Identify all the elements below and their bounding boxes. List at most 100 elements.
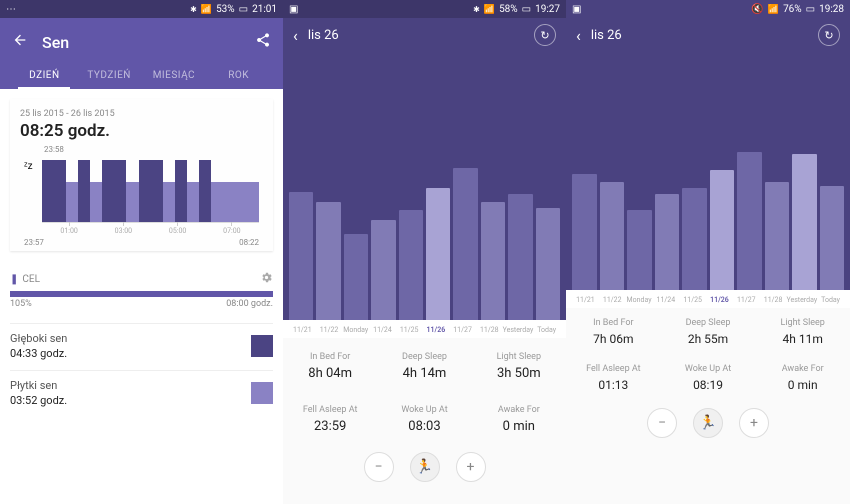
day-bar[interactable] <box>600 182 625 290</box>
week-chart[interactable] <box>566 52 850 290</box>
cell-value: 8h 04m <box>285 366 375 381</box>
back-icon[interactable] <box>12 32 28 52</box>
day-bar[interactable] <box>682 188 707 290</box>
axis-day[interactable]: 11/28 <box>476 326 503 334</box>
cell-value: 4h 14m <box>379 366 469 381</box>
ribbon-icon: ❚ <box>10 274 18 285</box>
stat-grid: In Bed For8h 04mDeep Sleep4h 14mLight Sl… <box>283 338 566 504</box>
action-buttons: − 🏃 + <box>566 400 850 448</box>
axis-day[interactable]: 11/27 <box>449 326 476 334</box>
cell-label: Light Sleep <box>474 352 564 362</box>
app-header: ‹ lis 26 ↻ <box>283 18 566 52</box>
sleep-bar <box>211 182 223 222</box>
minus-button[interactable]: − <box>647 408 677 438</box>
day-bar[interactable] <box>508 194 532 320</box>
day-bar[interactable] <box>344 234 368 320</box>
day-bar[interactable] <box>399 210 423 320</box>
tab-tydzień[interactable]: TYDZIEŃ <box>77 62 142 89</box>
day-bar[interactable] <box>765 182 790 290</box>
minus-button[interactable]: − <box>364 452 394 482</box>
day-bar[interactable] <box>710 170 735 290</box>
sleep-bar <box>187 182 199 222</box>
axis-day[interactable]: 11/26 <box>423 326 450 334</box>
axis-day[interactable]: 11/27 <box>733 296 760 304</box>
stat-grid: In Bed For7h 06mDeep Sleep2h 55mLight Sl… <box>566 308 850 504</box>
axis-day[interactable]: 11/22 <box>316 326 343 334</box>
stat-cell: Light Sleep4h 11m <box>755 308 850 354</box>
chart-right-label: 08:22 <box>239 238 259 247</box>
plus-button[interactable]: + <box>456 452 486 482</box>
cell-value: 23:59 <box>285 419 375 434</box>
tab-miesiąc[interactable]: MIESIĄC <box>142 62 207 89</box>
share-icon[interactable] <box>255 32 271 52</box>
header-date: lis 26 <box>591 28 808 43</box>
axis-day[interactable]: 11/25 <box>396 326 423 334</box>
sleep-bar <box>114 160 126 222</box>
battery-icon <box>522 4 531 15</box>
sync-icon[interactable]: ↻ <box>534 24 556 46</box>
axis-day[interactable]: 11/26 <box>706 296 733 304</box>
axis-day[interactable]: 11/25 <box>679 296 706 304</box>
axis-day[interactable]: 11/24 <box>369 326 396 334</box>
sleep-bar <box>223 182 235 222</box>
day-bar[interactable] <box>820 186 845 290</box>
day-bar[interactable] <box>536 208 560 320</box>
sleep-bar <box>102 160 114 222</box>
day-bar[interactable] <box>481 202 505 320</box>
day-bar[interactable] <box>792 154 817 290</box>
sleep-bar <box>199 160 211 222</box>
stat-cell: Deep Sleep2h 55m <box>661 308 756 354</box>
axis-day[interactable]: Monday <box>342 326 369 334</box>
week-chart[interactable] <box>283 52 566 320</box>
axis-day[interactable]: Yesterday <box>503 326 534 334</box>
back-icon[interactable]: ‹ <box>293 26 298 45</box>
axis-day[interactable]: 11/21 <box>572 296 599 304</box>
total-sleep: 08:25 godz. <box>20 121 263 141</box>
cell-value: 3h 50m <box>474 366 564 381</box>
app-header: Sen DZIEŃTYDZIEŃMIESIĄCROK <box>0 18 283 89</box>
stat-cell: Awake For0 min <box>472 391 566 444</box>
page-title: Sen <box>42 33 241 52</box>
day-bar[interactable] <box>316 202 340 320</box>
run-button[interactable]: 🏃 <box>693 408 723 438</box>
day-bar[interactable] <box>426 188 450 320</box>
day-bar[interactable] <box>371 220 395 320</box>
cell-label: Deep Sleep <box>379 352 469 362</box>
day-bar[interactable] <box>453 168 477 320</box>
xtick: 07:00 <box>205 222 259 235</box>
sleep-bar <box>78 160 90 222</box>
axis-day[interactable]: 11/22 <box>599 296 626 304</box>
sleep-bar <box>175 160 187 222</box>
goal-percent: 105% <box>10 299 32 309</box>
run-button[interactable]: 🏃 <box>410 452 440 482</box>
day-bar[interactable] <box>289 192 313 320</box>
cell-label: Woke Up At <box>663 364 754 374</box>
day-axis[interactable]: 11/2111/22Monday11/2411/2511/2611/2711/2… <box>566 290 850 308</box>
plus-button[interactable]: + <box>739 408 769 438</box>
tab-rok[interactable]: ROK <box>206 62 271 89</box>
day-bar[interactable] <box>572 174 597 290</box>
axis-day[interactable]: Today <box>533 326 560 334</box>
axis-day[interactable]: Yesterday <box>787 296 818 304</box>
battery-icon <box>806 4 815 15</box>
axis-day[interactable]: 11/24 <box>652 296 679 304</box>
gear-icon[interactable] <box>260 271 273 287</box>
axis-day[interactable]: Monday <box>626 296 653 304</box>
cell-value: 08:03 <box>379 419 469 434</box>
axis-day[interactable]: 11/28 <box>760 296 787 304</box>
sync-icon[interactable]: ↻ <box>818 24 840 46</box>
stat-cell: Awake For0 min <box>755 354 850 400</box>
back-icon[interactable]: ‹ <box>576 26 581 45</box>
day-bar[interactable] <box>737 152 762 290</box>
axis-day[interactable]: Today <box>817 296 844 304</box>
day-bar[interactable] <box>655 194 680 290</box>
axis-day[interactable]: 11/21 <box>289 326 316 334</box>
day-axis[interactable]: 11/2111/22Monday11/2411/2511/2611/2711/2… <box>283 320 566 338</box>
tab-dzień[interactable]: DZIEŃ <box>12 62 77 89</box>
sleep-card: 25 lis 2015 - 26 lis 2015 08:25 godz. 23… <box>10 99 273 251</box>
screenshot-icon: ▣ <box>572 4 581 15</box>
screenshot-icon: ▣ <box>289 4 298 15</box>
cell-value: 0 min <box>757 378 848 392</box>
day-bar[interactable] <box>627 210 652 290</box>
panel-sfit: 53% 21:01 Sen DZIEŃTYDZIEŃMIESIĄCROK 25 … <box>0 0 283 504</box>
